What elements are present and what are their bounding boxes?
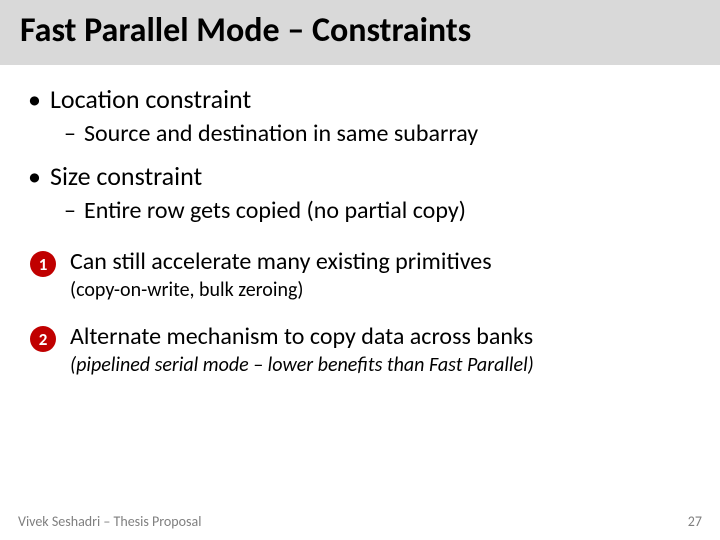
numbered-item: 1 Can still accelerate many existing pri… — [28, 247, 692, 302]
bullet-label: Size constraint — [50, 160, 202, 192]
title-bar: Fast Parallel Mode – Constraints — [0, 0, 720, 65]
numbered-sub: (pipelined serial mode – lower benefits … — [70, 353, 692, 377]
slide-title: Fast Parallel Mode – Constraints — [20, 10, 700, 51]
bullet-dot-icon: • — [28, 160, 50, 192]
bullet-item: • Location constraint — [28, 83, 692, 115]
bullet-sub-item: – Entire row gets copied (no partial cop… — [64, 196, 692, 225]
slide-content: • Location constraint – Source and desti… — [0, 65, 720, 377]
numbered-sub: (copy-on-write, bulk zeroing) — [70, 278, 692, 302]
bullet-dash-icon: – — [64, 196, 84, 225]
numbered-main: Can still accelerate many existing primi… — [70, 247, 692, 276]
bullet-label: Location constraint — [50, 83, 251, 115]
footer: Vivek Seshadri – Thesis Proposal 27 — [18, 513, 702, 530]
numbered-text: Can still accelerate many existing primi… — [70, 247, 692, 302]
bullet-dash-icon: – — [64, 119, 84, 148]
bullet-sub-label: Entire row gets copied (no partial copy) — [84, 196, 466, 225]
numbered-text: Alternate mechanism to copy data across … — [70, 322, 692, 377]
numbered-section: 1 Can still accelerate many existing pri… — [28, 247, 692, 377]
bullet-sub-item: – Source and destination in same subarra… — [64, 119, 692, 148]
number-badge: 2 — [30, 326, 56, 352]
footer-author: Vivek Seshadri – Thesis Proposal — [18, 513, 201, 530]
bullet-dot-icon: • — [28, 83, 50, 115]
number-badge: 1 — [30, 251, 56, 277]
numbered-item: 2 Alternate mechanism to copy data acros… — [28, 322, 692, 377]
bullet-item: • Size constraint — [28, 160, 692, 192]
bullet-sub-label: Source and destination in same subarray — [84, 119, 478, 148]
slide-number: 27 — [688, 513, 702, 530]
numbered-main: Alternate mechanism to copy data across … — [70, 322, 692, 351]
